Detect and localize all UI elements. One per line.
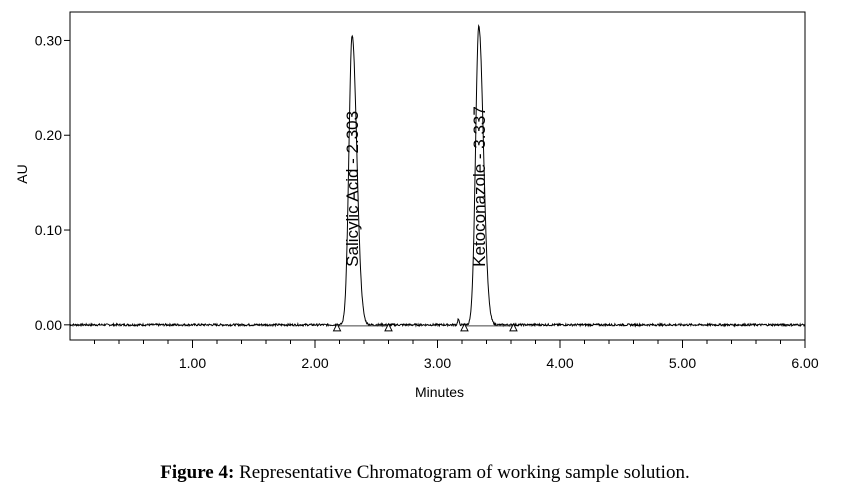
caption-label: Figure 4: xyxy=(160,462,235,483)
x-axis-title: Minutes xyxy=(415,384,464,400)
peak-marker-2 xyxy=(460,322,469,332)
peak-marker-1 xyxy=(384,322,393,332)
y-tick-label: 0.00 xyxy=(35,317,62,333)
figure-caption: Figure 4: Representative Chromatogram of… xyxy=(0,462,850,484)
caption-text: Representative Chromatogram of working s… xyxy=(234,462,690,483)
y-tick-label: 0.20 xyxy=(35,127,62,143)
signal-trace xyxy=(69,24,806,328)
y-tick-label: 0.10 xyxy=(35,222,62,238)
peak-label-1: Salicylic Acid - 2.303 xyxy=(343,111,362,267)
y-axis-title: AU xyxy=(14,164,30,183)
x-tick-label: 4.00 xyxy=(546,355,573,371)
x-tick-label: 2.00 xyxy=(301,355,328,371)
peak-label-2: Ketoconazole - 3.337 xyxy=(470,106,489,267)
x-tick-label: 1.00 xyxy=(179,355,206,371)
x-tick-label: 6.00 xyxy=(791,355,818,371)
y-tick-label: 0.30 xyxy=(35,32,62,48)
plot-frame xyxy=(69,11,806,341)
x-tick-label: 5.00 xyxy=(669,355,696,371)
x-tick-label: 3.00 xyxy=(424,355,451,371)
peak-marker-1 xyxy=(332,322,342,332)
peak-marker-2 xyxy=(509,322,518,332)
